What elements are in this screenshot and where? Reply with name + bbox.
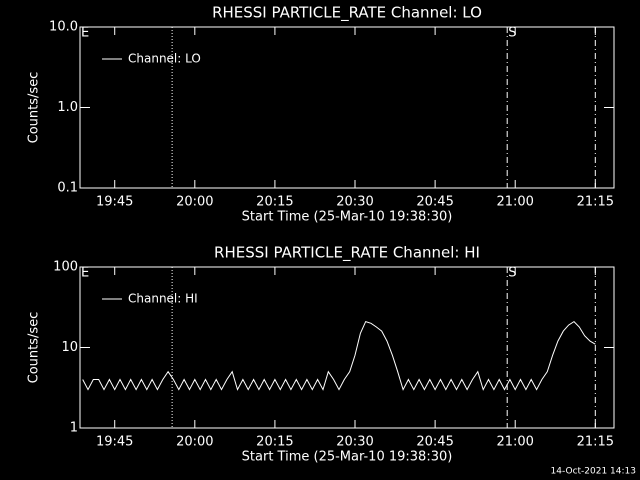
y-axis-label: Counts/sec	[27, 72, 42, 144]
data-line	[82, 320, 596, 391]
chart-title: RHESSI PARTICLE_RATE Channel: LO	[212, 4, 482, 23]
x-tick-label: 21:15	[577, 195, 614, 210]
legend-label: Channel: LO	[128, 52, 201, 66]
y-tick-label: 0.1	[57, 181, 78, 196]
y-tick-label: 100	[53, 260, 78, 275]
x-axis-label: Start Time (25-Mar-10 19:38:30)	[242, 450, 453, 465]
y-tick-label: 1	[70, 421, 78, 436]
footer: 14-Oct-2021 14:13	[551, 467, 636, 477]
marker-label: S	[508, 266, 516, 281]
y-tick-label: 10	[61, 340, 78, 355]
y-axis-label: Counts/sec	[27, 312, 42, 384]
x-tick-label: 20:30	[336, 435, 373, 450]
x-tick-label: 20:00	[176, 435, 213, 450]
chart-title: RHESSI PARTICLE_RATE Channel: HI	[214, 244, 480, 263]
marker-label: E	[81, 266, 89, 281]
marker-label: E	[81, 26, 89, 41]
y-tick-label: 1.0	[57, 100, 78, 115]
x-tick-label: 21:15	[577, 435, 614, 450]
x-tick-label: 20:45	[416, 435, 453, 450]
x-tick-label: 20:30	[336, 195, 373, 210]
x-axis-label: Start Time (25-Mar-10 19:38:30)	[242, 210, 453, 225]
legend-label: Channel: HI	[128, 292, 198, 306]
x-tick-label: 20:00	[176, 195, 213, 210]
x-tick-label: 21:00	[496, 435, 533, 450]
x-tick-label: 21:00	[496, 195, 533, 210]
x-tick-label: 19:45	[96, 435, 133, 450]
x-tick-label: 19:45	[96, 195, 133, 210]
x-tick-label: 20:45	[416, 195, 453, 210]
y-tick-label: 10.0	[49, 20, 78, 35]
marker-label: S	[508, 26, 516, 41]
x-tick-label: 20:15	[256, 435, 293, 450]
x-tick-label: 20:15	[256, 195, 293, 210]
